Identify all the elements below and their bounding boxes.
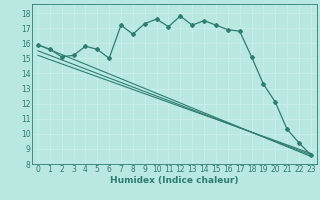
X-axis label: Humidex (Indice chaleur): Humidex (Indice chaleur)	[110, 176, 239, 185]
